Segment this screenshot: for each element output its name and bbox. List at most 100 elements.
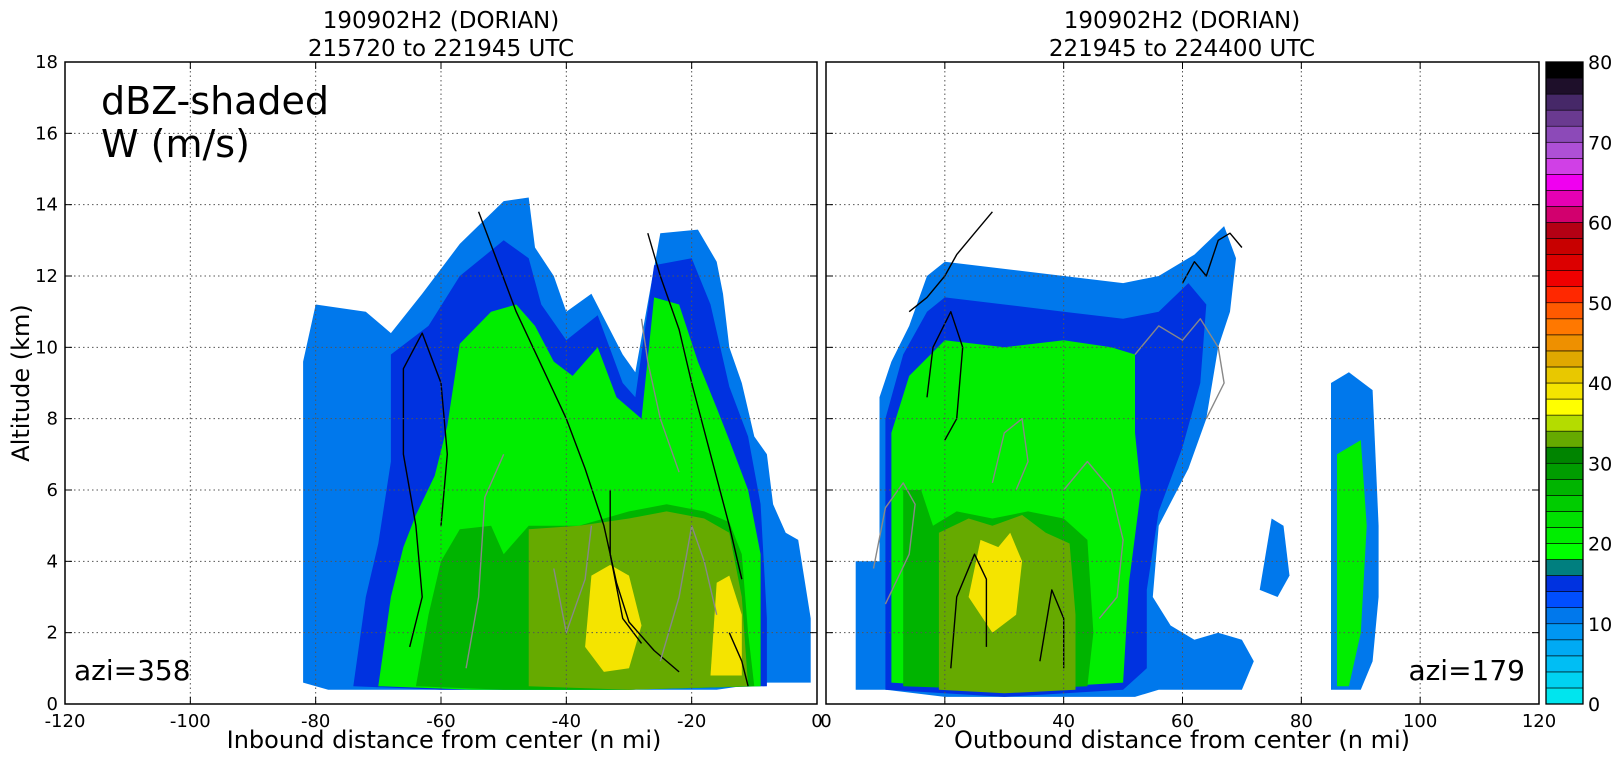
right-ticks: 0 20 40 60 80 100 120: [820, 61, 1556, 732]
right-title-line2: 221945 to 224400 UTC: [1049, 36, 1315, 62]
colorbar-tick-label: 10: [1588, 614, 1612, 636]
colorbar-tick-label: 80: [1588, 52, 1612, 74]
left-annotation-line1: dBZ-shaded: [101, 79, 329, 123]
right-w-contour-negative-6: [1063, 460, 1124, 619]
colorbar-segment: [1545, 190, 1584, 207]
right-reflectivity-region-8: [968, 532, 1023, 633]
right-w-contour-negative-7: [1134, 318, 1225, 420]
left-title-line2: 215720 to 221945 UTC: [308, 36, 574, 62]
colorbar-segment: [1545, 158, 1584, 175]
right-x-tick-label: 120: [1522, 711, 1556, 732]
colorbar-segment: [1545, 687, 1584, 705]
colorbar-segment: [1545, 286, 1584, 304]
colorbar-segment: [1545, 398, 1584, 416]
y-tick-label: 16: [35, 123, 58, 144]
right-azimuth-label: azi=179: [1408, 654, 1525, 687]
colorbar-segment: [1545, 495, 1584, 512]
colorbar-segment: [1545, 206, 1584, 223]
colorbar-segment: [1545, 125, 1584, 143]
colorbar-segment: [1545, 478, 1584, 496]
colorbar-segment: [1545, 527, 1584, 544]
left-x-tick-label: -20: [677, 711, 706, 732]
colorbar-segment: [1545, 543, 1584, 560]
y-tick-label: 4: [47, 551, 58, 572]
left-x-tick-label: 0: [811, 711, 822, 732]
colorbar-segment: [1545, 639, 1584, 657]
y-tick-label: 10: [35, 337, 58, 358]
right-w-contour-negative-8: [991, 418, 1029, 491]
left-w-contour-positive-1: [477, 211, 680, 673]
colorbar-segment: [1545, 430, 1584, 448]
right-w-contour-positive-3: [950, 553, 988, 669]
right-x-tick-label: 40: [1052, 711, 1075, 732]
left-w-contour-positive-3: [609, 490, 643, 644]
colorbar-tick-label: 30: [1588, 453, 1612, 475]
colorbar-segment: [1545, 238, 1584, 255]
right-w-contour-positive-1: [926, 311, 964, 441]
left-reflectivity-region-6: [710, 575, 742, 676]
colorbar-segment: [1545, 93, 1584, 111]
left-plot-area: [303, 197, 811, 690]
right-x-tick-label: 60: [1171, 711, 1194, 732]
colorbar-segment: [1545, 302, 1584, 320]
y-tick-label: 18: [35, 52, 58, 73]
colorbar-segment: [1545, 446, 1584, 464]
colorbar-tick-label: 0: [1588, 694, 1600, 716]
right-title-line1: 190902H2 (DORIAN): [1064, 8, 1301, 34]
colorbar-segment: [1545, 350, 1584, 368]
right-w-contour-positive-2: [1181, 232, 1243, 284]
colorbar-segment: [1545, 174, 1584, 191]
left-w-contour-negative-6: [553, 525, 593, 634]
colorbar-segment: [1545, 671, 1584, 689]
left-reflectivity-region-5: [585, 564, 642, 672]
colorbar-segment: [1545, 109, 1584, 127]
right-grid: [826, 62, 1539, 704]
y-tick-label: 0: [47, 694, 58, 715]
left-x-tick-label: -100: [170, 711, 211, 732]
y-tick-label: 2: [47, 623, 58, 644]
colorbar-segment: [1545, 591, 1584, 609]
left-grid: [65, 62, 817, 704]
y-tick-label: 6: [47, 480, 58, 501]
colorbar-segment: [1545, 334, 1584, 352]
left-w-contour-negative-8: [640, 318, 680, 473]
colorbar-segment: [1545, 382, 1584, 400]
colorbar-segment: [1545, 318, 1584, 336]
colorbar: 0 10 20 30 40 50 60 70 80: [1545, 52, 1612, 716]
y-tick-label: 12: [35, 266, 58, 287]
colorbar-segment: [1545, 607, 1584, 625]
right-reflectivity-region-2: [1259, 518, 1290, 597]
right-x-axis-label: Outbound distance from center (n mi): [954, 726, 1410, 754]
left-reflectivity-region-4: [528, 511, 749, 690]
left-annotation-line2: W (m/s): [101, 122, 250, 166]
left-title-line1: 190902H2 (DORIAN): [323, 8, 560, 34]
left-x-tick-label: -40: [552, 711, 581, 732]
colorbar-segment: [1545, 462, 1584, 480]
colorbar-tick-label: 20: [1588, 534, 1612, 556]
colorbar-segment: [1545, 222, 1584, 239]
left-x-axis-label: Inbound distance from center (n mi): [227, 726, 662, 754]
left-x-tick-label: -120: [45, 711, 86, 732]
left-ticks: -120 -100 -80 -60 -40 -20 0 0 2 4 6 8 10 12 14 16 18: [35, 52, 823, 732]
left-w-contour-positive-4: [728, 632, 749, 687]
colorbar-segment: [1545, 623, 1584, 641]
right-w-contour-negative-5: [872, 482, 916, 605]
right-x-tick-label: 80: [1290, 711, 1313, 732]
left-w-contour-positive-0: [402, 332, 448, 648]
colorbar-frame: [1545, 61, 1584, 705]
colorbar-segment: [1545, 254, 1584, 271]
colorbar-segment: [1545, 559, 1584, 576]
y-axis-label: Altitude (km): [7, 304, 35, 461]
left-x-tick-label: -60: [426, 711, 455, 732]
colorbar-tick-label: 40: [1588, 373, 1612, 395]
colorbar-segment: [1545, 414, 1584, 432]
colorbar-tick-label: 60: [1588, 213, 1612, 235]
left-azimuth-label: azi=358: [74, 654, 191, 687]
colorbar-segment: [1545, 575, 1584, 592]
colorbar-segment: [1545, 141, 1584, 159]
colorbar-segment: [1545, 61, 1584, 79]
colorbar-segment: [1545, 77, 1584, 95]
left-x-tick-label: -80: [301, 711, 330, 732]
right-x-tick-label: 100: [1403, 711, 1437, 732]
